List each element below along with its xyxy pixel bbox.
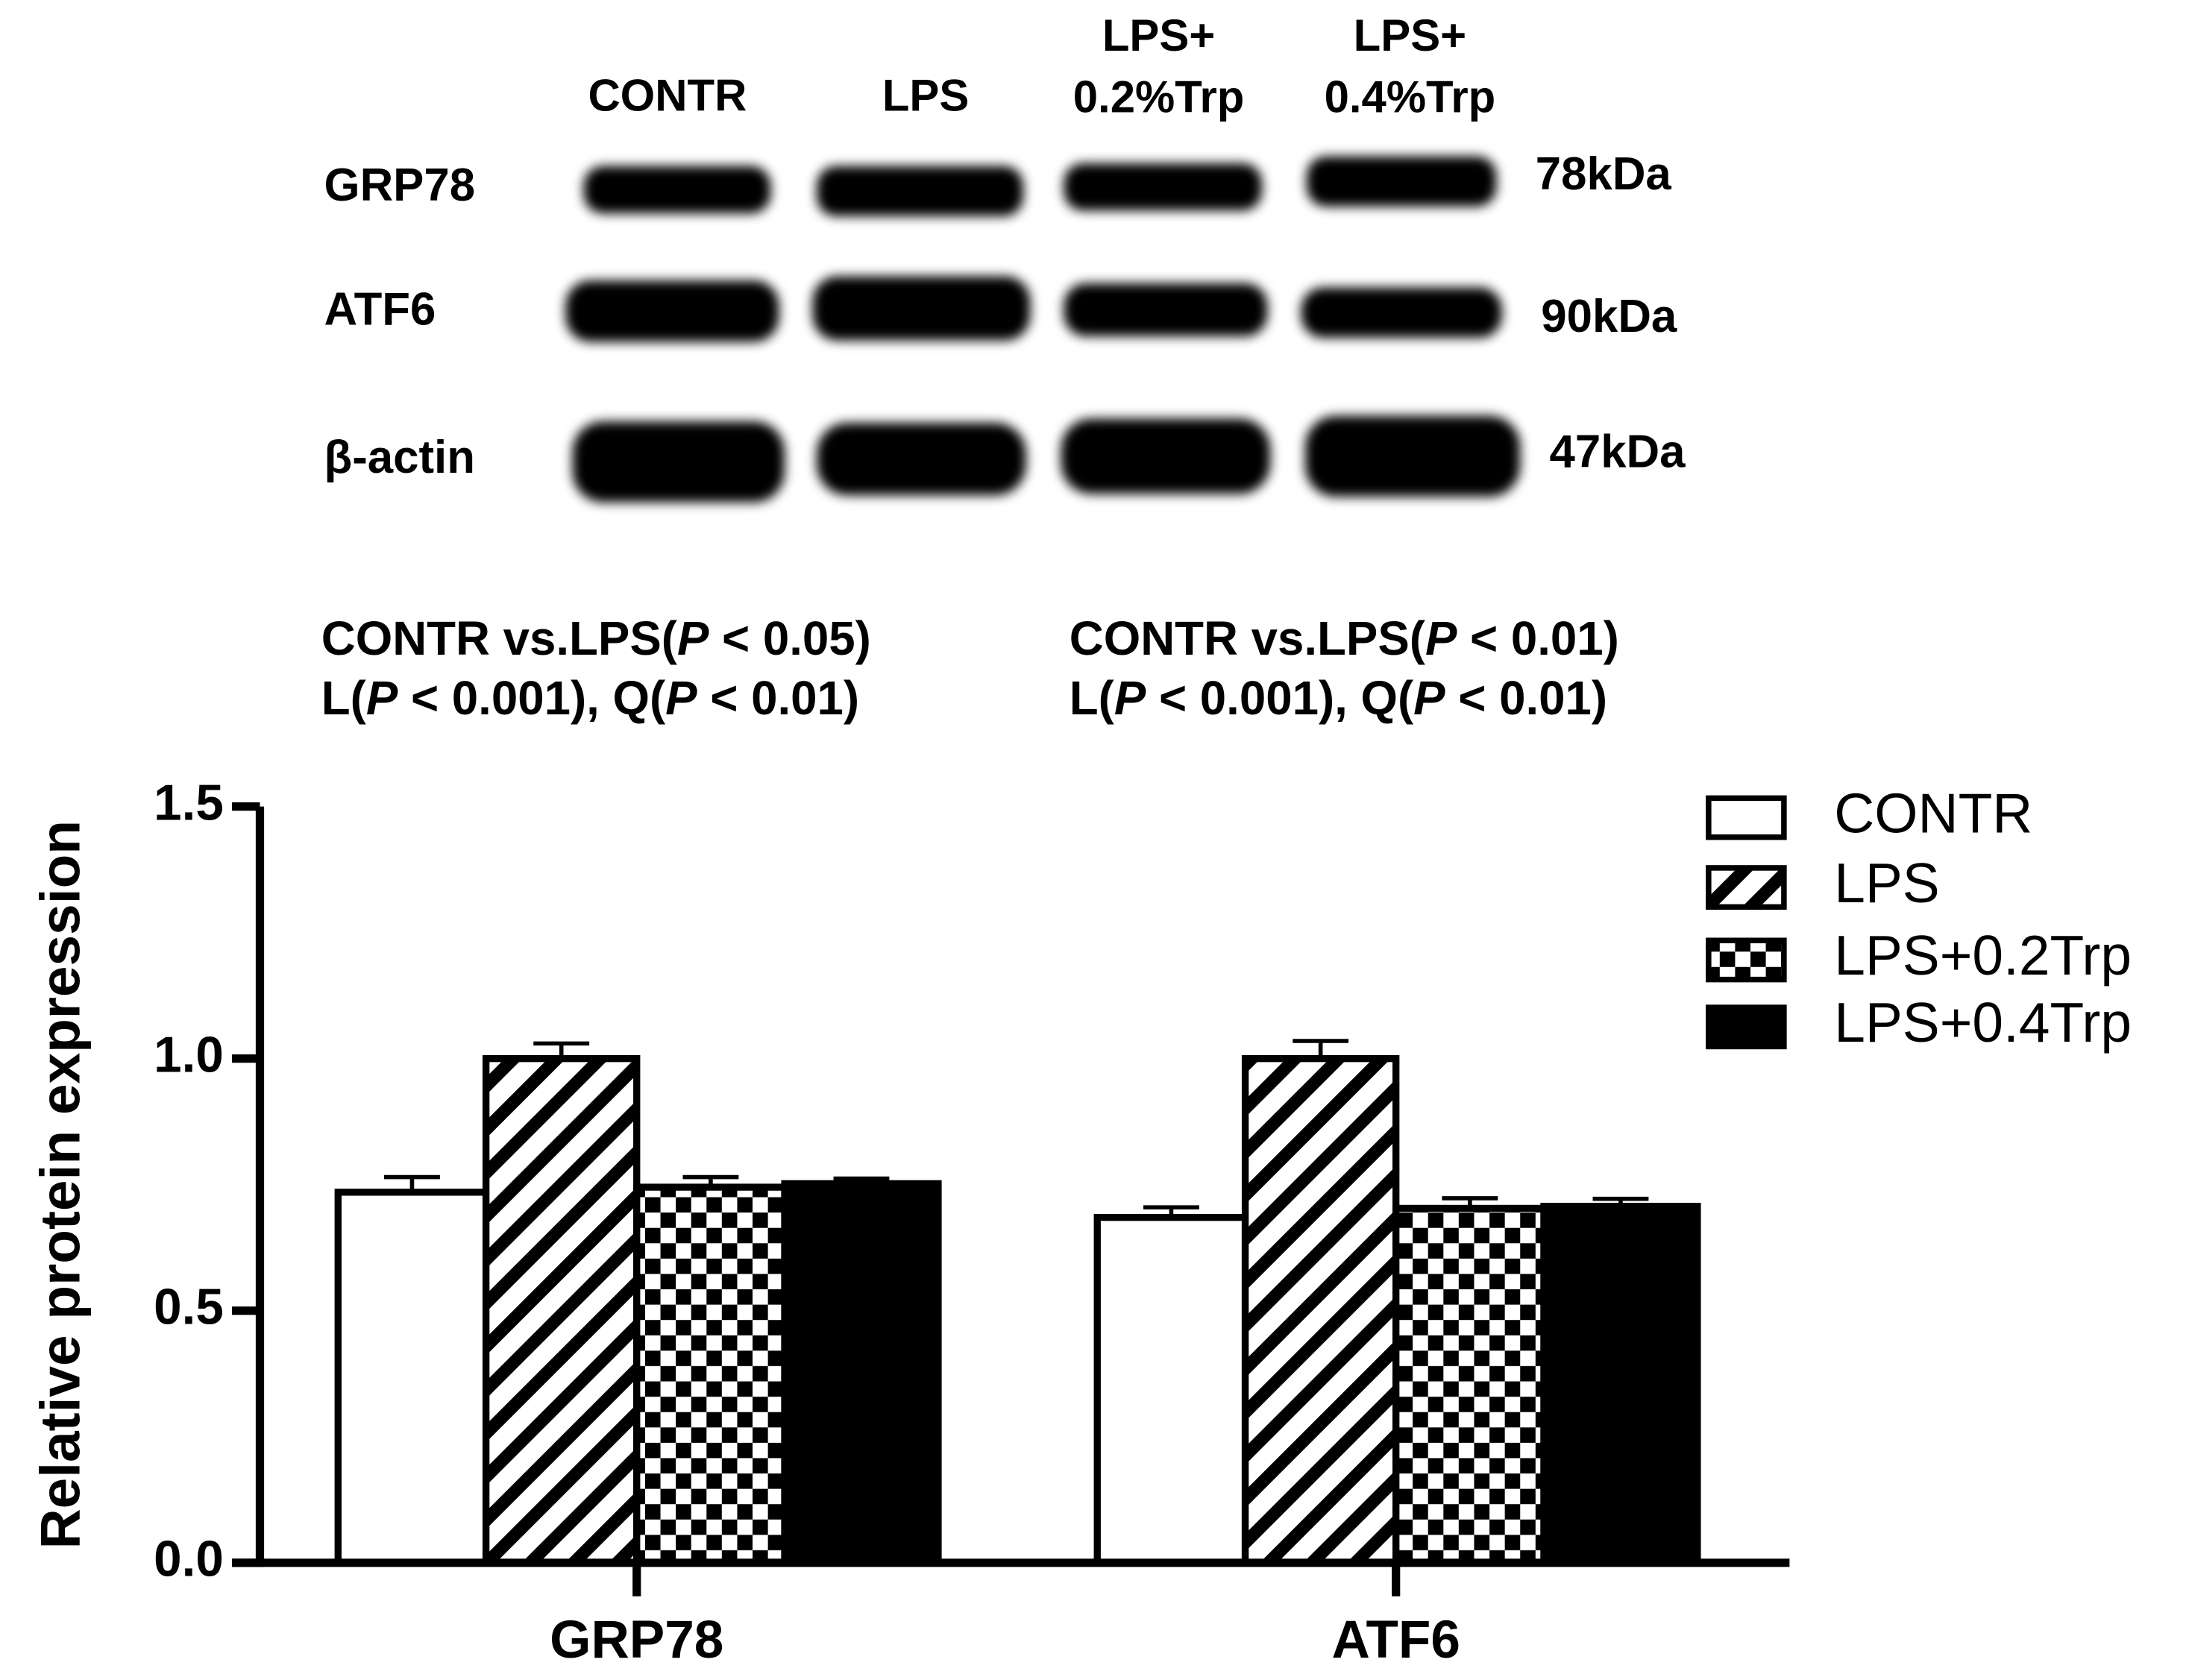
lane-label: LPS+ <box>1102 10 1215 60</box>
blot-image <box>565 156 1521 503</box>
y-tick-label: 1.5 <box>154 775 224 831</box>
annotation: L(P < 0.001), Q(P < 0.01) <box>321 672 859 725</box>
bar <box>1540 1203 1701 1567</box>
legend-swatch <box>1706 937 1787 983</box>
annotation-part: P <box>1425 612 1457 665</box>
annotation-part: < 0.05) <box>709 612 870 665</box>
legend-label: CONTR <box>1834 781 2032 844</box>
annotation-part: L( <box>321 672 367 725</box>
annotation-part: < 0.01) <box>697 672 859 725</box>
x-tick-label: ATF6 <box>1331 1611 1460 1670</box>
bar <box>1093 1213 1249 1567</box>
y-tick-label: 0.5 <box>154 1280 224 1335</box>
lane-label: LPS <box>882 71 969 121</box>
annotation: CONTR vs.LPS(P < 0.05) <box>321 612 871 665</box>
y-tick-label: 0.0 <box>154 1532 224 1588</box>
annotation-part: L( <box>1070 672 1115 725</box>
bar <box>633 1183 788 1567</box>
annotation-part: P <box>1114 672 1146 725</box>
annotation-part: < 0.01) <box>1457 612 1618 665</box>
size-label: 78kDa <box>1536 148 1672 200</box>
annotation-part: < 0.01) <box>1445 672 1607 725</box>
annotation-part: P <box>665 672 697 725</box>
lane-label: 0.4%Trp <box>1325 72 1496 122</box>
annotation-part: CONTR vs.LPS( <box>1070 612 1426 665</box>
annotation-part: P <box>366 672 398 725</box>
annotation-part: P <box>677 612 709 665</box>
annotation: L(P < 0.001), Q(P < 0.01) <box>1070 672 1607 725</box>
legend-label: LPS+0.2Trp <box>1834 924 2132 987</box>
bar <box>334 1189 490 1567</box>
annotation-part: < 0.001), Q( <box>1146 672 1414 725</box>
annotation-part: < 0.001), Q( <box>398 672 666 725</box>
protein-label: GRP78 <box>324 160 476 211</box>
protein-label: ATF6 <box>324 283 436 335</box>
legend-label: LPS <box>1834 852 1939 914</box>
annotation-part: CONTR vs.LPS( <box>321 612 678 665</box>
lane-label: 0.2%Trp <box>1073 72 1245 122</box>
bar <box>1241 1054 1400 1567</box>
y-tick-label: 1.0 <box>154 1027 224 1083</box>
legend-label: LPS+0.4Trp <box>1834 991 2132 1054</box>
legend-swatch <box>1706 865 1787 910</box>
size-label: 90kDa <box>1541 291 1677 342</box>
legend-swatch <box>1706 795 1787 840</box>
y-axis-label: Relative protein expression <box>28 820 91 1549</box>
bar <box>1392 1204 1548 1567</box>
lane-label: CONTR <box>588 71 747 121</box>
x-tick-label: GRP78 <box>550 1611 723 1670</box>
bar <box>781 1180 942 1567</box>
legend-swatch <box>1706 1004 1787 1050</box>
lane-label: LPS+ <box>1354 10 1466 60</box>
protein-label: β-actin <box>324 432 475 483</box>
annotation-part: P <box>1413 672 1445 725</box>
bar <box>482 1054 641 1567</box>
size-label: 47kDa <box>1550 426 1686 477</box>
annotation: CONTR vs.LPS(P < 0.01) <box>1070 612 1619 665</box>
